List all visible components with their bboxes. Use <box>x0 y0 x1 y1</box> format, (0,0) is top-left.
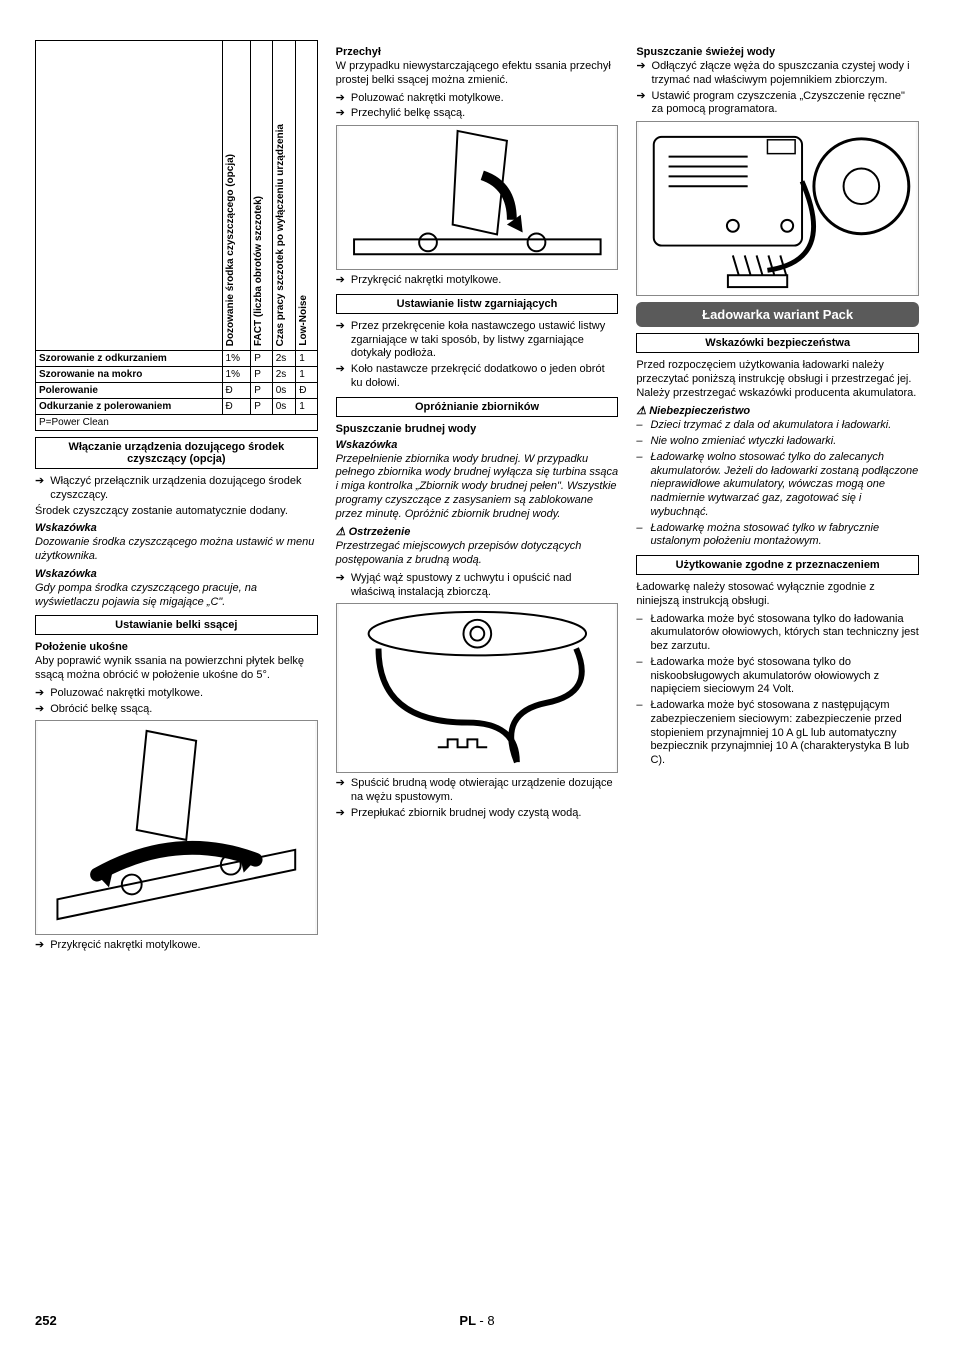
col-header: Dozowanie środka czyszczącego (opcja) <box>225 154 236 346</box>
step: Koło nastawcze przekręcić dodatkowo o je… <box>336 363 619 391</box>
step: Poluzować nakrętki motylkowe. <box>35 687 318 701</box>
section-title: Wskazówki bezpieczeństwa <box>636 333 919 353</box>
step: Ustawić program czyszczenia „Czyszczenie… <box>636 90 919 118</box>
section-title: Ustawianie belki ssącej <box>35 615 318 635</box>
list-item: Ładowarka może być stosowana tylko do ła… <box>636 613 919 654</box>
figure-clean-water-drain <box>636 121 919 296</box>
body-text: Przestrzegać miejscowych przepisów dotyc… <box>336 540 619 568</box>
col-header: Low-Noise <box>298 295 309 346</box>
row-label: Szorowanie na mokro <box>36 367 223 383</box>
body-text: Przepełnienie zbiornika wody brudnej. W … <box>336 453 619 522</box>
figure-suction-bar-tilt <box>336 125 619 270</box>
settings-table: Dozowanie środka czyszczącego (opcja) FA… <box>35 40 318 431</box>
page-seq: - 8 <box>479 1313 494 1328</box>
table-foot: P=Power Clean <box>36 415 318 431</box>
warning-label: Ostrzeżenie <box>336 525 619 538</box>
list-item: Ładowarkę wolno stosować tylko do zaleca… <box>636 451 919 520</box>
section-title: Włączanie urządzenia dozującego środek c… <box>35 437 318 469</box>
hint-label: Wskazówka <box>35 522 318 534</box>
hint-label: Wskazówka <box>336 439 619 451</box>
col-header: Czas pracy szczotek po wyłączeniu urządz… <box>275 124 286 346</box>
step: Przechylić belkę ssącą. <box>336 107 619 121</box>
body-text: Gdy pompa środka czyszczącego pracuje, n… <box>35 582 318 610</box>
subheading: Spuszczanie świeżej wody <box>636 46 919 58</box>
body-text: W przypadku niewystarczającego efektu ss… <box>336 60 619 88</box>
lang-code: PL <box>459 1313 475 1328</box>
list-item: Dzieci trzymać z dala od akumulatora i ł… <box>636 419 919 433</box>
list-item: Nie wolno zmieniać wtyczki ładowarki. <box>636 435 919 449</box>
page-footer: 252 PL - 8 <box>35 1313 919 1328</box>
hint-label: Wskazówka <box>35 568 318 580</box>
row-label: Odkurzanie z polerowaniem <box>36 399 223 415</box>
step: Poluzować nakrętki motylkowe. <box>336 92 619 106</box>
body-text: Ładowarkę należy stosować wyłącznie zgod… <box>636 581 919 609</box>
section-title: Ustawianie listw zgarniających <box>336 294 619 314</box>
step: Wyjąć wąż spustowy z uchwytu i opuścić n… <box>336 572 619 600</box>
step: Przepłukać zbiornik brudnej wody czystą … <box>336 807 619 821</box>
figure-drain-hose <box>336 603 619 773</box>
step: Spuścić brudną wodę otwierając urządzeni… <box>336 777 619 805</box>
body-text: Przed rozpoczęciem użytkowania ładowarki… <box>636 359 919 400</box>
section-title: Opróżnianie zbiorników <box>336 397 619 417</box>
danger-label: Niebezpieczeństwo <box>636 404 919 417</box>
row-label: Szorowanie z odkurzaniem <box>36 351 223 367</box>
step: Przykręcić nakrętki motylkowe. <box>35 939 318 953</box>
col-header: FACT (liczba obrotów szczotek) <box>253 196 264 346</box>
body-text: Środek czyszczący zostanie automatycznie… <box>35 505 318 519</box>
body-text: Aby poprawić wynik ssania na powierzchni… <box>35 655 318 683</box>
section-title: Użytkowanie zgodne z przeznaczeniem <box>636 555 919 575</box>
subheading: Położenie ukośne <box>35 641 318 653</box>
body-text: Dozowanie środka czyszczącego można usta… <box>35 536 318 564</box>
subheading: Przechył <box>336 46 619 58</box>
section-title-major: Ładowarka wariant Pack <box>636 302 919 327</box>
list-item: Ładowarkę można stosować tylko w fabrycz… <box>636 522 919 550</box>
figure-suction-bar-rotate <box>35 720 318 935</box>
step: Przez przekręcenie koła nastawczego usta… <box>336 320 619 361</box>
step: Włączyć przełącznik urządzenia dozująceg… <box>35 475 318 503</box>
list-item: Ładowarka może być stosowana z następują… <box>636 699 919 768</box>
step: Odłączyć złącze węża do spuszczania czys… <box>636 60 919 88</box>
list-item: Ładowarka może być stosowana tylko do ni… <box>636 656 919 697</box>
page-number-left: 252 <box>35 1313 57 1328</box>
step: Przykręcić nakrętki motylkowe. <box>336 274 619 288</box>
step: Obrócić belkę ssącą. <box>35 703 318 717</box>
row-label: Polerowanie <box>36 383 223 399</box>
subheading: Spuszczanie brudnej wody <box>336 423 619 435</box>
